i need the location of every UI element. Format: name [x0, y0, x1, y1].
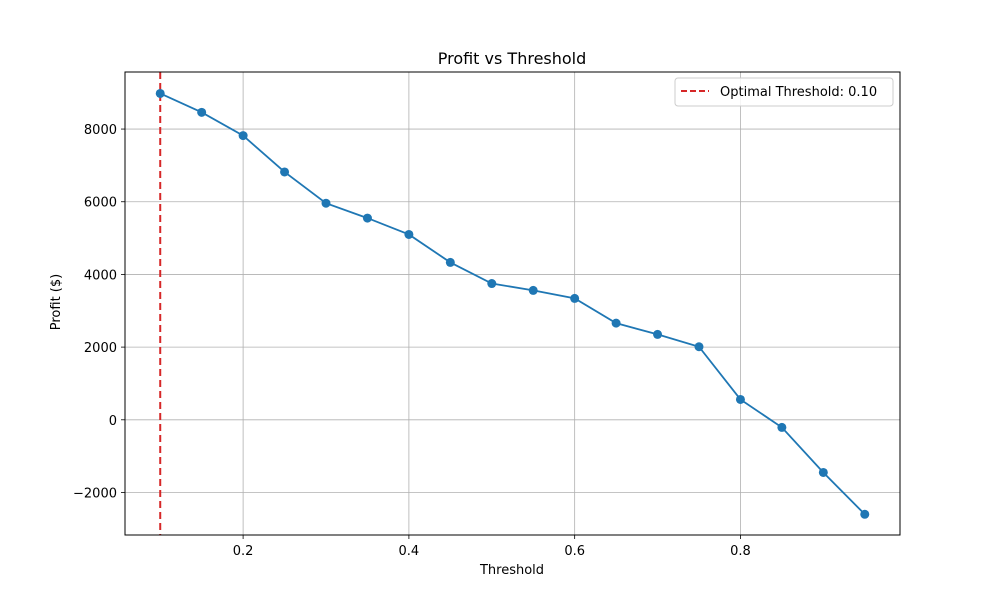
x-tick-label-1: 0.4	[399, 544, 420, 559]
x-tick-label-0: 0.2	[233, 544, 254, 559]
y-tick-label-3: 4000	[84, 268, 117, 283]
x-axis-label: Threshold	[479, 563, 544, 578]
y-tick-label-2: 2000	[84, 341, 117, 356]
grid-lines	[125, 72, 900, 535]
profit-point-1	[197, 107, 207, 117]
profit-point-16	[818, 467, 828, 477]
y-tick-label-4: 6000	[84, 196, 117, 211]
legend: Optimal Threshold: 0.10	[674, 77, 894, 107]
plot-frame	[124, 71, 901, 536]
profit-point-0	[155, 88, 165, 98]
profit-point-13	[694, 342, 704, 352]
chart-title: Profit vs Threshold	[438, 49, 587, 68]
x-tick-label-2: 0.6	[564, 544, 585, 559]
profit-point-9	[528, 285, 538, 295]
axes: 0.2 0.4 0.6 0.8 −2000 0 2000 4000 6000 8000	[73, 123, 751, 559]
y-tick-label-1: 0	[109, 414, 117, 429]
profit-point-17	[860, 509, 870, 519]
profit-point-3	[280, 167, 290, 177]
profit-point-4	[321, 198, 331, 208]
profit-point-12	[653, 329, 663, 339]
legend-label-optimal-threshold: Optimal Threshold: 0.10	[720, 85, 877, 100]
profit-point-10	[570, 293, 580, 303]
profit-point-14	[735, 394, 745, 404]
legend-box	[674, 77, 894, 107]
y-axis-label: Profit ($)	[49, 274, 64, 330]
profit-point-6	[404, 229, 414, 239]
profit-point-7	[445, 257, 455, 267]
y-tick-label-0: −2000	[73, 486, 117, 501]
plot-area-border	[124, 71, 901, 536]
profit-point-8	[487, 279, 497, 289]
y-tick-label-5: 8000	[84, 123, 117, 138]
profit-point-5	[362, 213, 372, 223]
profit-point-11	[611, 318, 621, 328]
profit-line	[159, 92, 866, 515]
series-layer	[155, 88, 870, 519]
x-tick-label-3: 0.8	[730, 544, 751, 559]
profit-point-2	[238, 131, 248, 141]
profit-point-15	[777, 422, 787, 432]
